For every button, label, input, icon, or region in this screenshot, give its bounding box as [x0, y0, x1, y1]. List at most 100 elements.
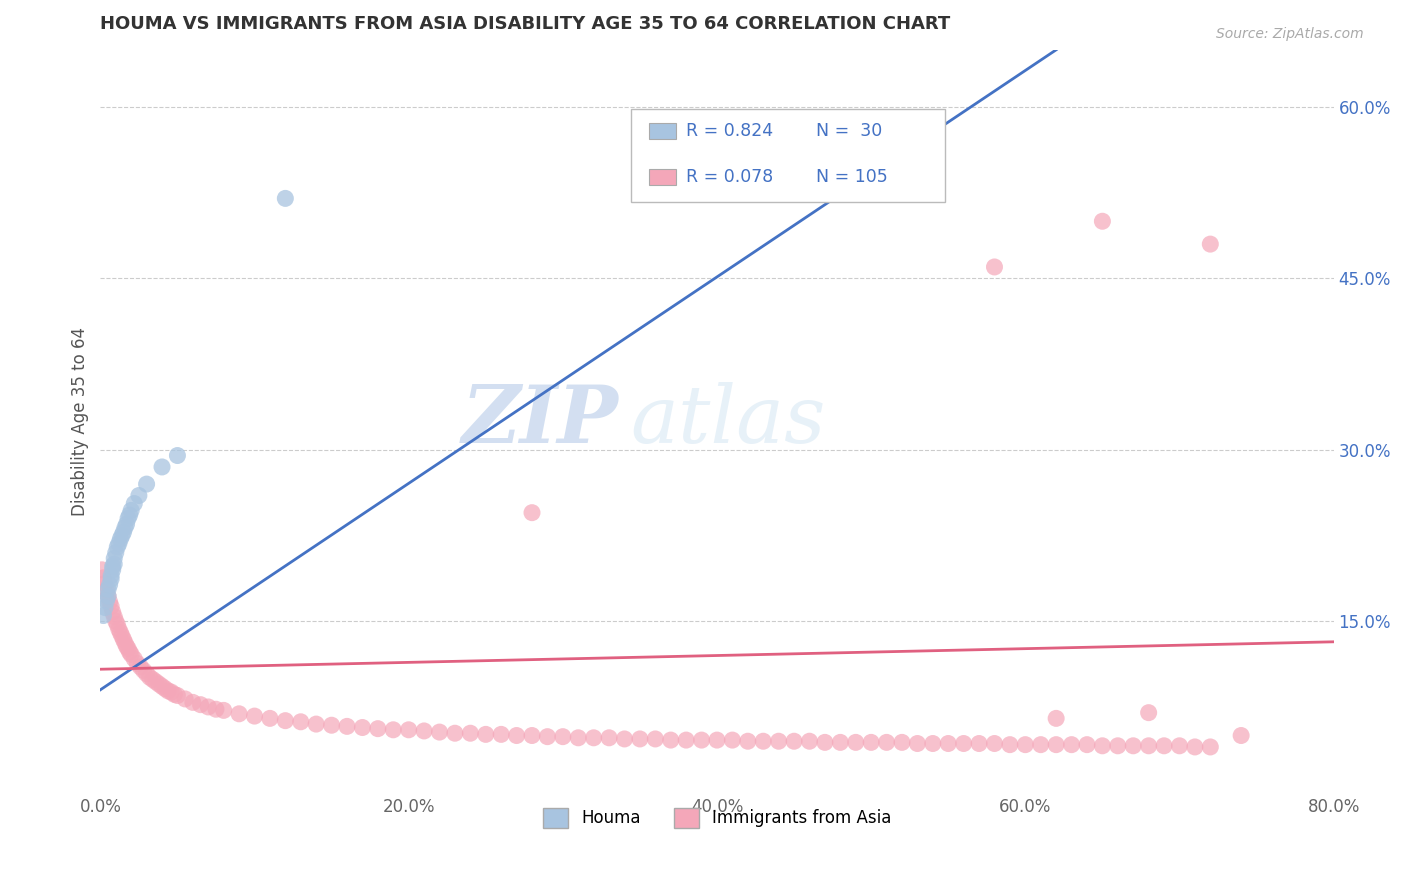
Point — [128, 489, 150, 503]
Point — [103, 551, 125, 566]
Point — [489, 727, 512, 741]
Text: Source: ZipAtlas.com: Source: ZipAtlas.com — [1216, 27, 1364, 41]
Point — [100, 599, 122, 614]
Point — [429, 725, 451, 739]
Point — [122, 496, 145, 510]
Point — [115, 640, 138, 654]
Point — [737, 734, 759, 748]
Point — [474, 727, 496, 741]
Point — [100, 572, 122, 586]
Point — [103, 557, 125, 571]
Point — [100, 568, 122, 582]
Point — [93, 608, 115, 623]
Point — [160, 685, 183, 699]
Point — [110, 532, 132, 546]
Point — [150, 679, 173, 693]
Point — [112, 525, 135, 540]
Point — [1137, 739, 1160, 753]
Point — [382, 723, 405, 737]
Point — [135, 477, 157, 491]
Point — [259, 711, 281, 725]
Point — [1107, 739, 1129, 753]
Point — [127, 657, 149, 671]
Point — [150, 459, 173, 474]
Point — [120, 648, 142, 662]
Point — [157, 684, 180, 698]
Point — [598, 731, 620, 745]
Point — [114, 636, 136, 650]
Point — [97, 589, 120, 603]
Point — [305, 717, 328, 731]
Point — [1045, 738, 1067, 752]
Point — [983, 260, 1005, 274]
Point — [352, 721, 374, 735]
Point — [876, 735, 898, 749]
Text: N = 105: N = 105 — [815, 168, 887, 186]
Text: ZIP: ZIP — [461, 383, 619, 460]
Point — [101, 605, 124, 619]
Point — [444, 726, 467, 740]
Point — [1076, 738, 1098, 752]
Point — [460, 726, 482, 740]
Point — [228, 706, 250, 721]
Point — [690, 733, 713, 747]
Point — [752, 734, 775, 748]
Point — [166, 449, 188, 463]
Point — [166, 689, 188, 703]
Point — [111, 629, 134, 643]
Point — [1122, 739, 1144, 753]
Point — [921, 737, 943, 751]
Text: atlas: atlas — [631, 383, 827, 460]
Point — [952, 737, 974, 751]
Point — [860, 735, 883, 749]
Point — [163, 687, 186, 701]
Point — [536, 730, 558, 744]
Point — [90, 563, 112, 577]
Point — [1091, 214, 1114, 228]
Point — [768, 734, 790, 748]
Point — [814, 735, 837, 749]
Point — [1153, 739, 1175, 753]
Point — [153, 681, 176, 696]
Point — [1230, 729, 1253, 743]
Point — [118, 508, 141, 522]
Point — [103, 609, 125, 624]
Point — [551, 730, 574, 744]
Point — [117, 641, 139, 656]
Point — [336, 719, 359, 733]
Text: R = 0.824: R = 0.824 — [686, 122, 773, 140]
Point — [108, 622, 131, 636]
Y-axis label: Disability Age 35 to 64: Disability Age 35 to 64 — [72, 326, 89, 516]
Text: HOUMA VS IMMIGRANTS FROM ASIA DISABILITY AGE 35 TO 64 CORRELATION CHART: HOUMA VS IMMIGRANTS FROM ASIA DISABILITY… — [100, 15, 950, 33]
Point — [118, 645, 141, 659]
Point — [110, 625, 132, 640]
Point — [505, 729, 527, 743]
Text: N =  30: N = 30 — [815, 122, 882, 140]
Point — [675, 733, 697, 747]
Point — [174, 692, 197, 706]
Point — [94, 576, 117, 591]
Point — [520, 506, 543, 520]
Point — [721, 733, 744, 747]
Point — [142, 673, 165, 687]
Point — [115, 517, 138, 532]
Point — [94, 600, 117, 615]
Point — [413, 723, 436, 738]
Point — [321, 718, 343, 732]
Point — [936, 737, 959, 751]
Point — [613, 731, 636, 746]
Point — [104, 546, 127, 560]
Point — [135, 666, 157, 681]
Point — [290, 714, 312, 729]
Point — [905, 737, 928, 751]
Point — [983, 737, 1005, 751]
Point — [582, 731, 605, 745]
Point — [105, 540, 128, 554]
Point — [197, 700, 219, 714]
Point — [120, 503, 142, 517]
Point — [1029, 738, 1052, 752]
Point — [98, 595, 121, 609]
Point — [111, 528, 134, 542]
Point — [190, 698, 212, 712]
Point — [96, 593, 118, 607]
